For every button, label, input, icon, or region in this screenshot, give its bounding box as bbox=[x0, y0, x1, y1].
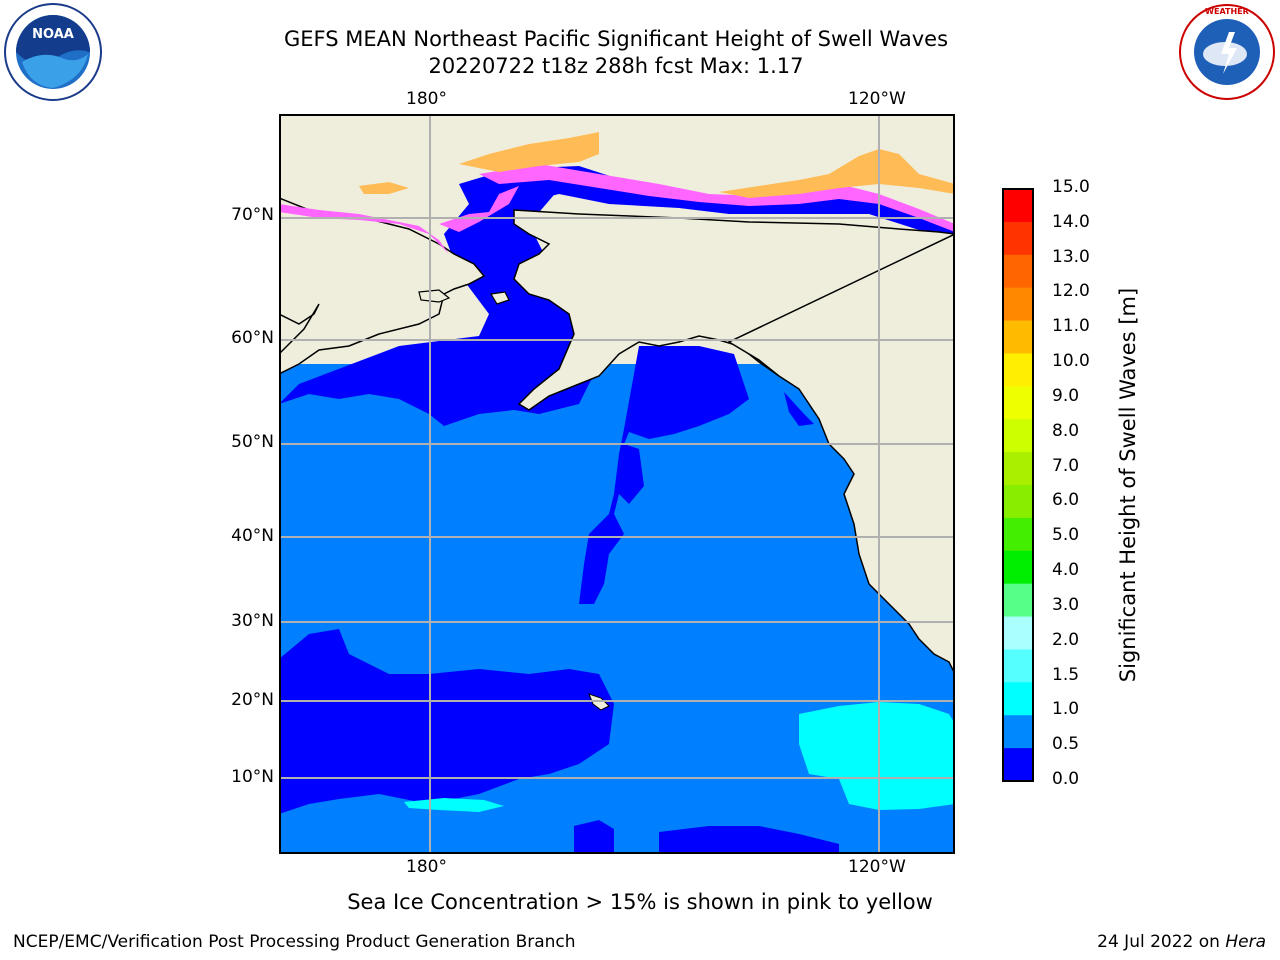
colorbar-label: Significant Height of Swell Waves [m] bbox=[1116, 287, 1140, 683]
colorbar-segment bbox=[1003, 452, 1033, 486]
colorbar-tick-label: 8.0 bbox=[1052, 420, 1080, 441]
colorbar-segment bbox=[1003, 320, 1033, 354]
colorbar-segment bbox=[1003, 748, 1033, 782]
colorbar-segment bbox=[1003, 189, 1033, 223]
colorbar-segment bbox=[1003, 682, 1033, 716]
ocean-low-coast bbox=[784, 392, 814, 426]
sea-ice-pink-arctic bbox=[479, 164, 955, 232]
colorbar-tick-label: 0.0 bbox=[1052, 769, 1080, 789]
sea-ice-orange-east bbox=[719, 149, 955, 198]
ocean-low-arctic bbox=[459, 166, 955, 244]
ocean-low-bering bbox=[279, 174, 609, 426]
footer-host: Hera bbox=[1225, 932, 1266, 952]
ocean-high-east bbox=[799, 702, 955, 810]
colorbar-tick-label: 1.0 bbox=[1052, 699, 1080, 720]
lat-label-30n: 30°N bbox=[231, 611, 274, 631]
land-kamchatka bbox=[279, 303, 320, 356]
ocean-low-gulf-alaska bbox=[579, 346, 749, 604]
svg-text:WEATHER: WEATHER bbox=[1205, 7, 1249, 16]
colorbar-segment bbox=[1003, 353, 1033, 387]
lon-label-180-top: 180° bbox=[406, 89, 447, 109]
colorbar-segment bbox=[1003, 287, 1033, 322]
lon-label-180-bottom: 180° bbox=[406, 857, 447, 877]
colorbar-tick-label: 13.0 bbox=[1052, 246, 1090, 267]
colorbar-tick-label: 0.5 bbox=[1052, 734, 1080, 755]
colorbar-segment bbox=[1003, 649, 1033, 683]
colorbar-segment bbox=[1003, 583, 1033, 618]
colorbar-segments bbox=[1003, 189, 1033, 782]
graticule bbox=[279, 114, 955, 854]
nws-logo: WEATHER bbox=[1179, 4, 1275, 100]
colorbar-tick-label: 14.0 bbox=[1052, 211, 1090, 232]
colorbar-segment bbox=[1003, 715, 1033, 749]
colorbar-segment bbox=[1003, 254, 1033, 289]
colorbar-tick-label: 2.0 bbox=[1052, 629, 1080, 650]
ocean-low-tropical bbox=[279, 629, 614, 814]
footer-date: 24 Jul 2022 on Hera bbox=[1097, 932, 1266, 952]
ocean-low-south-west bbox=[574, 820, 614, 854]
lat-label-70n: 70°N bbox=[231, 205, 274, 225]
sea-ice-pink-bering bbox=[439, 186, 519, 232]
lat-label-60n: 60°N bbox=[231, 328, 274, 348]
sea-ice-orange bbox=[459, 132, 599, 172]
lat-label-50n: 50°N bbox=[231, 432, 274, 452]
lat-label-10n: 10°N bbox=[231, 767, 274, 787]
colorbar-segment bbox=[1003, 550, 1033, 585]
noaa-logo-text: NOAA bbox=[32, 27, 74, 42]
footer-credit: NCEP/EMC/Verification Post Processing Pr… bbox=[13, 932, 576, 952]
footer-date-text: 24 Jul 2022 on bbox=[1097, 932, 1226, 952]
colorbar-segment bbox=[1003, 616, 1033, 650]
colorbar-tick-label: 7.0 bbox=[1052, 455, 1080, 476]
map-frame bbox=[279, 114, 955, 854]
colorbar-tick-label: 5.0 bbox=[1052, 525, 1080, 546]
chart-subtitle: 20220722 t18z 288h fcst Max: 1.17 bbox=[428, 54, 804, 78]
colorbar-segment bbox=[1003, 517, 1033, 552]
colorbar-tick-label: 6.0 bbox=[1052, 490, 1080, 511]
colorbar-segment bbox=[1003, 221, 1033, 256]
land-nunivak bbox=[490, 291, 510, 305]
colorbar-segment bbox=[1003, 419, 1033, 453]
lat-label-40n: 40°N bbox=[231, 526, 274, 546]
land-asia bbox=[279, 197, 486, 375]
colorbar-tick-label: 10.0 bbox=[1052, 351, 1090, 372]
land-st-lawrence bbox=[418, 289, 451, 303]
colorbar-segment bbox=[1003, 485, 1033, 519]
lon-label-120w-top: 120°W bbox=[848, 89, 906, 109]
swell-height-map bbox=[279, 114, 955, 854]
land-canada-coast bbox=[727, 233, 955, 675]
sea-ice-caption: Sea Ice Concentration > 15% is shown in … bbox=[347, 890, 933, 914]
sea-ice-orange-west bbox=[359, 182, 409, 194]
ocean-low-south bbox=[659, 826, 839, 854]
colorbar-tick-label: 9.0 bbox=[1052, 385, 1080, 406]
colorbar-tick-label: 4.0 bbox=[1052, 560, 1080, 581]
chart-title: GEFS MEAN Northeast Pacific Significant … bbox=[283, 27, 949, 51]
colorbar-tick-label: 11.0 bbox=[1052, 316, 1090, 337]
lon-label-120w-bottom: 120°W bbox=[848, 857, 906, 877]
colorbar-segment bbox=[1003, 386, 1033, 420]
lat-label-20n: 20°N bbox=[231, 690, 274, 710]
colorbar-tick-label: 3.0 bbox=[1052, 594, 1080, 615]
colorbar-tick-label: 1.5 bbox=[1052, 664, 1080, 685]
noaa-logo: NOAA bbox=[4, 3, 102, 101]
sea-ice-pink bbox=[279, 204, 449, 254]
colorbar bbox=[1002, 188, 1034, 782]
colorbar-tick-label: 12.0 bbox=[1052, 281, 1090, 302]
colorbar-tick-label: 15.0 bbox=[1052, 177, 1090, 197]
